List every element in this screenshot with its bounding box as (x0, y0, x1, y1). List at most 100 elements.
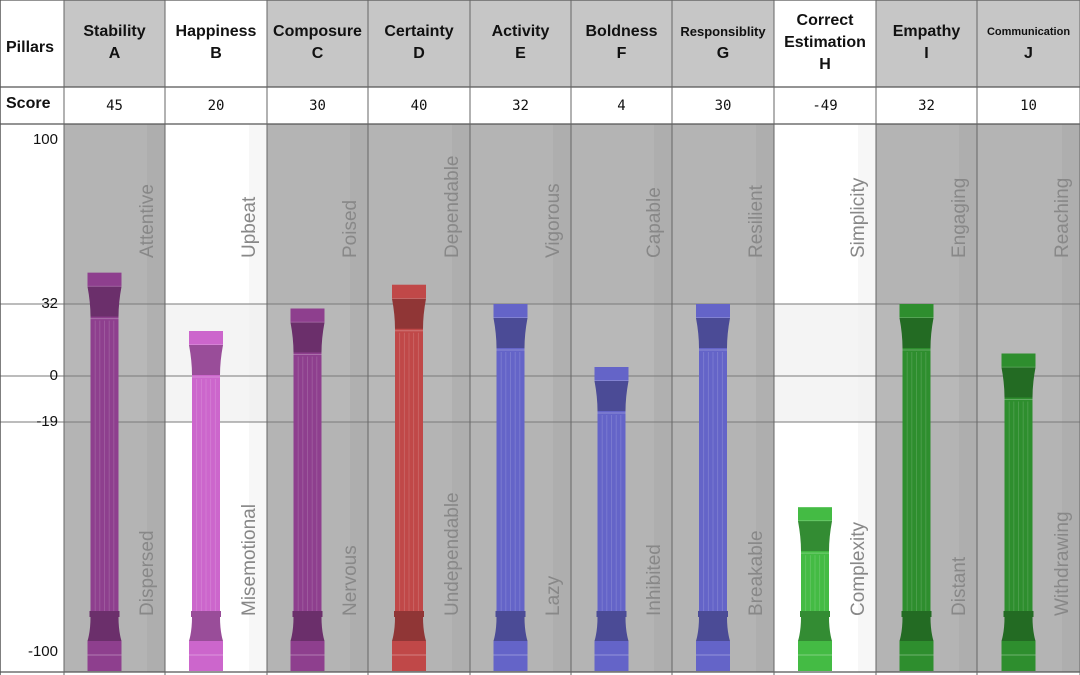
y-tick-label: -100 (27, 643, 58, 660)
header-cell (470, 0, 571, 87)
header-I: Empathy I (876, 0, 977, 86)
score-cell (672, 87, 774, 124)
category-letter: J (1024, 45, 1033, 62)
score-cell (470, 87, 571, 124)
score-cell (977, 87, 1080, 124)
score-value-C: 30 (309, 98, 326, 114)
pillar-C-capital (290, 308, 325, 323)
score-value-I: 32 (918, 98, 935, 114)
header-cell (267, 0, 368, 87)
score-value-F: 4 (617, 98, 626, 114)
header-cell (571, 0, 672, 87)
pillar-I-base-ring (901, 611, 932, 617)
top-label-F: Capable (644, 187, 665, 258)
pillar-B-base (189, 617, 223, 641)
pillar-C-neck (290, 322, 325, 353)
pillar-J-neck (1001, 367, 1036, 398)
header-cell (368, 0, 470, 87)
column-shade (756, 124, 774, 672)
bottom-label-J: Withdrawing (1052, 511, 1073, 616)
top-label-A: Attentive (137, 184, 158, 258)
pillar-G-capital (696, 304, 730, 318)
header-cell (64, 0, 165, 87)
pillar-G-neck (696, 318, 730, 348)
score-cell (774, 87, 876, 124)
category-name: Responsiblity (680, 24, 766, 39)
pillar-F-base-ring (596, 611, 627, 617)
pillar-J-base-ring (1003, 611, 1034, 617)
column-shade (249, 124, 267, 672)
score-value-D: 40 (410, 98, 428, 114)
y-tick-label: 32 (41, 295, 58, 312)
top-label-D: Dependable (442, 155, 463, 258)
header-B: Happiness B (165, 0, 267, 86)
pillar-I-base (899, 617, 934, 641)
pillar-F-base (594, 617, 629, 641)
score-row-label: Score (6, 95, 51, 112)
score-cell (571, 87, 672, 124)
header-cell (977, 0, 1080, 87)
pillar-A-base-ring (89, 611, 120, 617)
score-value-J: 10 (1020, 98, 1037, 114)
bottom-label-A: Dispersed (137, 530, 158, 616)
column-shade (553, 124, 571, 672)
pillars-row-label: Pillars (6, 39, 55, 56)
category-name: Composure (273, 23, 362, 40)
bottom-label-D: Undependable (442, 492, 463, 616)
header-cell (165, 0, 267, 87)
category-name: Boldness (585, 23, 658, 40)
column-shade (1062, 124, 1080, 672)
category-letter: C (311, 45, 324, 62)
category-name: Certainty (384, 23, 454, 40)
score-cell (64, 87, 165, 124)
header-D: Certainty D (368, 0, 470, 86)
bottom-label-B: Misemotional (239, 504, 260, 616)
pillar-A-capital (87, 272, 122, 287)
pillar-D-base-ring (394, 611, 424, 617)
category-letter: H (819, 56, 831, 73)
bottom-label-F: Inhibited (644, 544, 665, 616)
top-label-G: Resilient (746, 185, 767, 258)
pillar-A-plinth (87, 641, 122, 671)
pillar-D-neck (392, 298, 426, 329)
header-cell (876, 0, 977, 87)
column-shade (350, 124, 368, 672)
score-value-B: 20 (207, 98, 225, 114)
pillar-H-plinth (798, 641, 832, 671)
category-name: Correct Estimation (784, 12, 866, 51)
pillar-G-base-ring (698, 611, 728, 617)
score-cell (876, 87, 977, 124)
pillar-C-base (290, 617, 325, 641)
score-value-A: 45 (106, 98, 123, 114)
category-name: Activity (491, 23, 550, 40)
score-cell (368, 87, 470, 124)
header-C: Composure C (267, 0, 368, 86)
pillar-E-base-ring (495, 611, 526, 617)
category-letter: A (108, 45, 121, 62)
pillar-C-base-ring (292, 611, 323, 617)
header-cell (672, 0, 774, 87)
category-letter: D (413, 45, 425, 62)
category-name: Stability (83, 23, 146, 40)
header-cell (774, 0, 876, 87)
score-cell (165, 87, 267, 124)
category-name: Communication (986, 26, 1071, 38)
score-value-H: -49 (812, 98, 838, 114)
pillar-B-capital (189, 331, 223, 345)
header-A: Stability A (64, 0, 165, 86)
bottom-label-H: Complexity (848, 522, 869, 616)
score-value-G: 30 (714, 98, 732, 114)
pillar-H-base-ring (800, 611, 830, 617)
y-tick-label: 100 (32, 131, 58, 148)
header-E: Activity E (470, 0, 571, 86)
category-name: Happiness (175, 23, 257, 40)
pillar-E-neck (493, 318, 528, 348)
pillar-G-base (696, 617, 730, 641)
column-shade (147, 124, 165, 672)
category-letter: B (210, 45, 222, 62)
pillar-D-capital (392, 284, 426, 299)
pillar-J-base (1001, 617, 1036, 641)
pillar-I-plinth (899, 641, 934, 671)
category-name: Empathy (892, 23, 961, 40)
category-letter: I (924, 45, 929, 62)
